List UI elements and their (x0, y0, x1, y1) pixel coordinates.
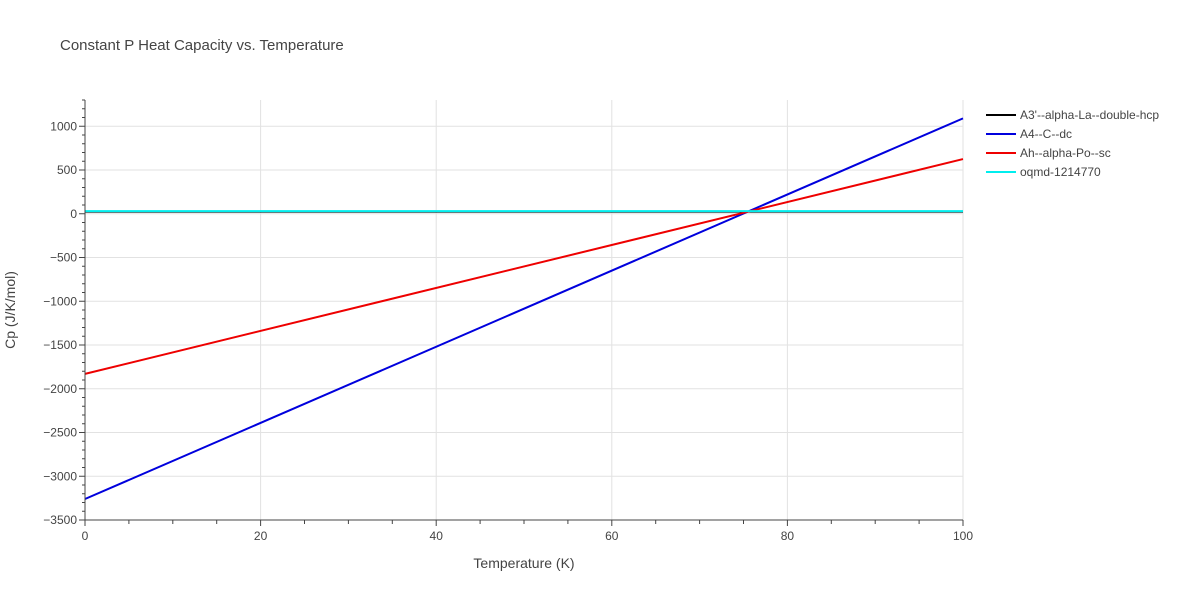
y-tick-label: −1500 (43, 338, 77, 352)
y-tick-label: 1000 (50, 119, 77, 133)
x-tick-label: 20 (254, 529, 268, 543)
y-tick-label: −3500 (43, 513, 77, 527)
series-line-ah-alpha-po-sc (84, 158, 964, 375)
y-axis-title: Cp (J/K/mol) (2, 271, 18, 349)
x-tick-label: 100 (953, 529, 973, 543)
x-tick-label: 60 (605, 529, 619, 543)
x-tick-label: 40 (430, 529, 444, 543)
x-axis-title: Temperature (K) (473, 555, 574, 571)
legend-label: oqmd-1214770 (1020, 165, 1101, 179)
chart-title: Constant P Heat Capacity vs. Temperature (60, 37, 344, 54)
y-tick-label: −500 (50, 251, 77, 265)
y-tick-label: −2500 (43, 426, 77, 440)
axes: 0 20 40 60 80 100 −3500 −3000 −2500 −2000 −1500 −10… (43, 99, 973, 543)
legend: A3'--alpha-La--double-hcp A4--C--dc Ah--al… (986, 108, 1159, 179)
y-tick-label: 500 (57, 163, 77, 177)
plot-area (84, 117, 964, 500)
legend-label: A3'--alpha-La--double-hcp (1020, 108, 1159, 122)
x-tick-label: 0 (82, 529, 89, 543)
x-tick-label: 80 (781, 529, 795, 543)
series-line-a4-c-dc (84, 117, 964, 500)
legend-label: A4--C--dc (1020, 127, 1072, 141)
y-tick-label: 0 (70, 207, 77, 221)
grid (85, 100, 964, 521)
y-tick-label: −1000 (43, 294, 77, 308)
legend-label: Ah--alpha-Po--sc (1020, 146, 1111, 160)
y-tick-label: −2000 (43, 382, 77, 396)
y-tick-label: −3000 (43, 469, 77, 483)
